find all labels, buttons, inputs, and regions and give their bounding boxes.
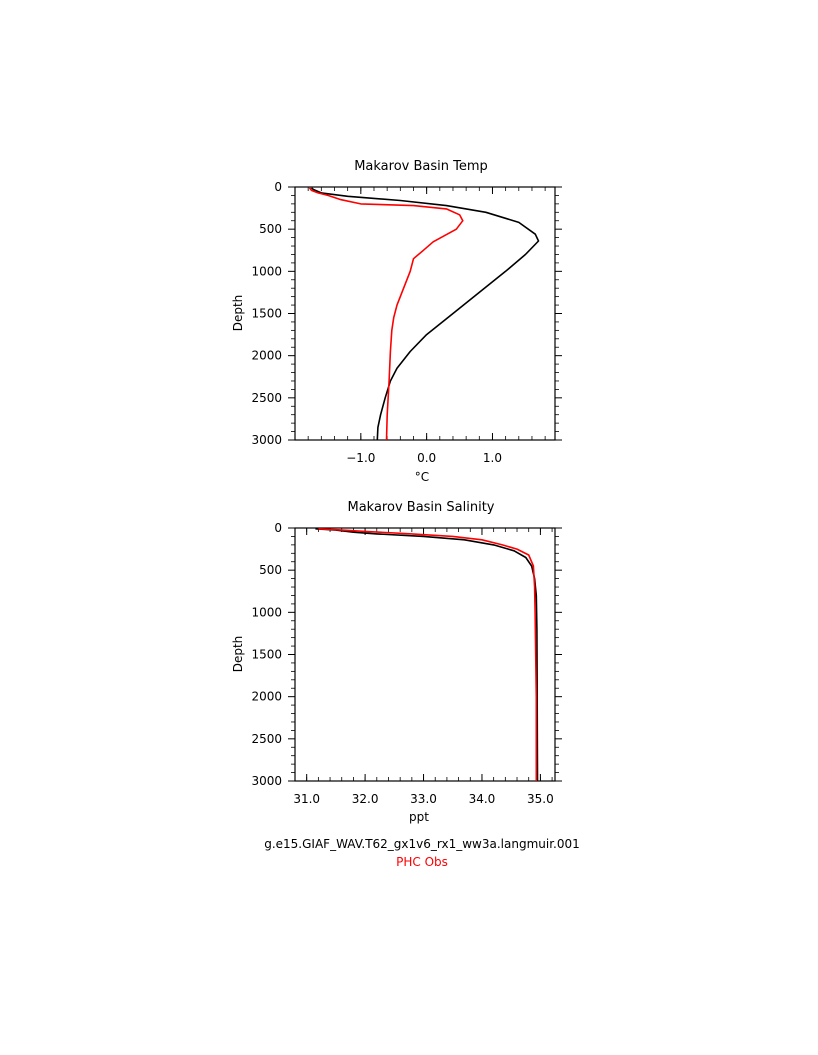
salinity-x-tick-label: 31.0 [293, 792, 320, 806]
salinity-y-label: Depth [231, 636, 245, 673]
salinity-x-tick-label: 32.0 [352, 792, 379, 806]
model-run-caption: g.e15.GIAF_WAV.T62_gx1v6_rx1_ww3a.langmu… [264, 837, 580, 851]
salinity-title: Makarov Basin Salinity [347, 500, 494, 515]
temp-y-tick-label: 3000 [251, 433, 282, 447]
temp-title: Makarov Basin Temp [354, 159, 488, 174]
salinity-ticks: 31.0 32.0 33.0 34.0 35.0 0 500 1000 1500 2000 2500… [251, 521, 562, 806]
salinity-y-tick-label: 2500 [251, 732, 282, 746]
salinity-panel: Makarov Basin Salinity 31.0 32.0 33.0 34.0 3… [231, 500, 562, 824]
salinity-y-tick-label: 1500 [251, 648, 282, 662]
temp-y-label: Depth [231, 295, 245, 332]
salinity-x-tick-label: 33.0 [410, 792, 437, 806]
salinity-y-tick-label: 0 [274, 521, 282, 535]
salinity-y-tick-label: 500 [259, 563, 282, 577]
salinity-x-tick-label: 34.0 [469, 792, 496, 806]
temp-y-tick-label: 1000 [251, 264, 282, 278]
temp-y-tick-label: 0 [274, 180, 282, 194]
temp-panel: Makarov Basin Temp −1.0 0.0 1.0 0 500 1000 150… [231, 159, 562, 484]
salinity-series [315, 528, 539, 782]
salinity-y-tick-label: 2000 [251, 690, 282, 704]
salinity-obs-line [318, 528, 538, 781]
salinity-y-tick-label: 3000 [251, 774, 282, 788]
temp-y-tick-label: 1500 [251, 307, 282, 321]
temp-y-tick-label: 2000 [251, 349, 282, 363]
salinity-plot-frame [294, 527, 556, 782]
salinity-x-tick-label: 35.0 [527, 792, 554, 806]
salinity-x-label: ppt [409, 810, 429, 824]
temp-x-tick-label: 1.0 [483, 451, 502, 465]
temp-y-tick-label: 500 [259, 222, 282, 236]
temp-x-label: °C [415, 470, 429, 484]
temp-ticks: −1.0 0.0 1.0 0 500 1000 1500 2000 2500 3000 [251, 180, 562, 465]
temp-x-tick-label: −1.0 [346, 451, 375, 465]
temp-model-line [310, 187, 540, 441]
obs-caption: PHC Obs [396, 855, 448, 869]
temp-plot-frame [294, 186, 556, 441]
temp-series [308, 187, 540, 441]
temp-obs-line [308, 187, 464, 441]
salinity-y-tick-label: 1000 [251, 605, 282, 619]
temp-y-tick-label: 2500 [251, 391, 282, 405]
temp-x-tick-label: 0.0 [417, 451, 436, 465]
salinity-model-line [315, 528, 539, 782]
